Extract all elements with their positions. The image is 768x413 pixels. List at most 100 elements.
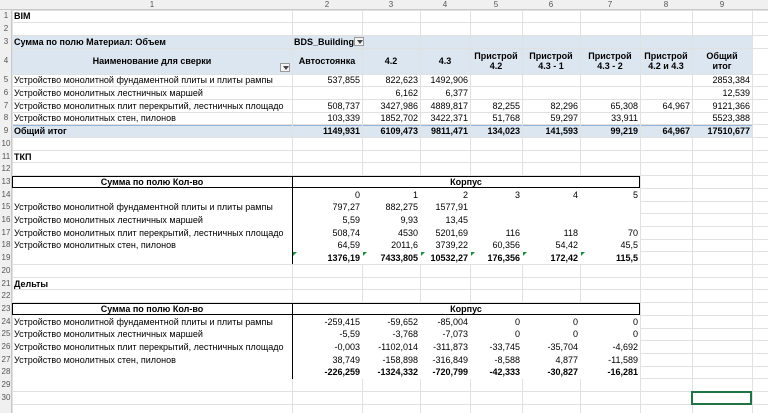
column-header[interactable]: 9 [719, 0, 725, 9]
total-value: -42,333 [489, 367, 520, 378]
total-value: 134,023 [487, 126, 520, 137]
column-label: 5 [632, 189, 638, 200]
column-label: 4.2 [384, 56, 398, 67]
column-label: 2 [462, 189, 468, 200]
pivot-filter: BDS_Building [294, 36, 354, 47]
row-header[interactable]: 25 [1, 329, 11, 339]
row-header[interactable]: 3 [3, 36, 9, 46]
row-header[interactable]: 15 [1, 202, 11, 212]
row-header[interactable]: 16 [1, 215, 11, 225]
value: -1102,014 [378, 342, 418, 353]
row-header[interactable]: 2 [3, 24, 9, 34]
row-header[interactable]: 5 [3, 75, 9, 85]
row-header[interactable]: 24 [1, 316, 11, 326]
grid-col [640, 10, 641, 413]
column-header[interactable]: 1 [149, 0, 155, 9]
row-header[interactable]: 19 [1, 253, 11, 263]
section-title: ТКП [14, 151, 32, 162]
total-value: 1376,19 [327, 253, 360, 264]
dropdown-button[interactable] [354, 37, 364, 47]
row-header[interactable]: 6 [3, 88, 9, 98]
value: 882,275 [385, 202, 418, 213]
grid-row [12, 149, 768, 151]
column-header[interactable]: 7 [607, 0, 613, 9]
value: -11,589 [608, 354, 638, 365]
row-header[interactable]: 14 [1, 189, 11, 199]
row-header[interactable]: 17 [1, 227, 11, 237]
row-header[interactable]: 1 [3, 11, 9, 21]
column-label: Пристрой 4.2 и 4.3 [644, 51, 688, 72]
value: 797,27 [332, 202, 360, 213]
value: 1852,702 [380, 113, 418, 124]
value: 12,539 [722, 88, 750, 99]
column-header[interactable]: 6 [548, 0, 554, 9]
table-fill [13, 302, 640, 379]
grid-col [12, 10, 13, 413]
row-header[interactable]: 8 [3, 113, 9, 123]
value: -311,873 [433, 342, 468, 353]
row-header[interactable]: 12 [1, 164, 11, 174]
total-label: Общий итог [14, 126, 67, 137]
total-value: 172,42 [550, 253, 578, 264]
row-header[interactable]: 4 [3, 56, 9, 66]
column-header[interactable]: 8 [663, 0, 669, 9]
value: 3422,371 [430, 113, 468, 124]
column-header[interactable]: 4 [442, 0, 448, 9]
total-value: 10532,27 [430, 253, 468, 264]
column-header[interactable]: 5 [493, 0, 499, 9]
total-value: 176,356 [487, 253, 520, 264]
grid-row [12, 98, 768, 100]
row-header[interactable]: 23 [1, 303, 11, 313]
value: 508,737 [327, 100, 360, 111]
value: 64,59 [337, 240, 360, 251]
error-indicator [523, 251, 527, 256]
value: 54,42 [555, 240, 578, 251]
row-header[interactable]: 7 [3, 100, 9, 110]
row-header[interactable]: 20 [1, 265, 11, 275]
row-header[interactable]: 27 [1, 354, 11, 364]
column-header[interactable]: 3 [388, 0, 394, 9]
selected-cell[interactable] [691, 390, 752, 405]
row-label: Устройство монолитных лестничных маршей [14, 215, 203, 226]
total-value: 17510,677 [707, 126, 750, 137]
row-label: Устройство монолитных стен, пилонов [14, 240, 176, 251]
value: 537,855 [327, 75, 360, 86]
value: 4530 [397, 227, 418, 238]
row-header[interactable]: 9 [3, 126, 9, 136]
row-header[interactable]: 13 [1, 176, 11, 186]
column-label: 3 [514, 189, 520, 200]
value: 118 [563, 227, 578, 238]
value: -4,692 [612, 342, 638, 353]
value: 13,45 [445, 215, 468, 226]
row-header[interactable]: 26 [1, 342, 11, 352]
total-value: -720,799 [432, 367, 468, 378]
value: 0 [632, 329, 638, 340]
grid-row [12, 137, 768, 138]
error-indicator [471, 251, 475, 256]
row-header[interactable]: 28 [1, 367, 11, 377]
row-header[interactable]: 18 [1, 240, 11, 250]
column-label: Автостоянка [298, 56, 356, 67]
value: -259,415 [324, 316, 360, 327]
row-header[interactable]: 30 [1, 392, 11, 402]
value: -7,073 [442, 329, 468, 340]
row-header[interactable]: 29 [1, 380, 11, 390]
row-label: Устройство монолитных лестничных маршей [14, 329, 203, 340]
row-header[interactable]: 22 [1, 291, 11, 301]
row-header[interactable]: 21 [1, 278, 11, 288]
row-header[interactable]: 10 [1, 138, 11, 148]
column-label: 0 [354, 189, 360, 200]
column-label: 4 [572, 189, 578, 200]
error-indicator [363, 251, 367, 256]
error-indicator [421, 251, 425, 256]
pivot-label: Сумма по полю Кол-во [100, 303, 204, 314]
value: 38,749 [332, 354, 360, 365]
dropdown-button[interactable] [280, 63, 290, 73]
row-header[interactable]: 11 [1, 151, 11, 161]
grid-row [12, 289, 768, 291]
table-fill [13, 175, 640, 265]
pivot-label: Сумма по полю Кол-во [100, 176, 204, 187]
pivot-header-band [12, 35, 752, 75]
column-header[interactable]: 2 [324, 0, 330, 9]
